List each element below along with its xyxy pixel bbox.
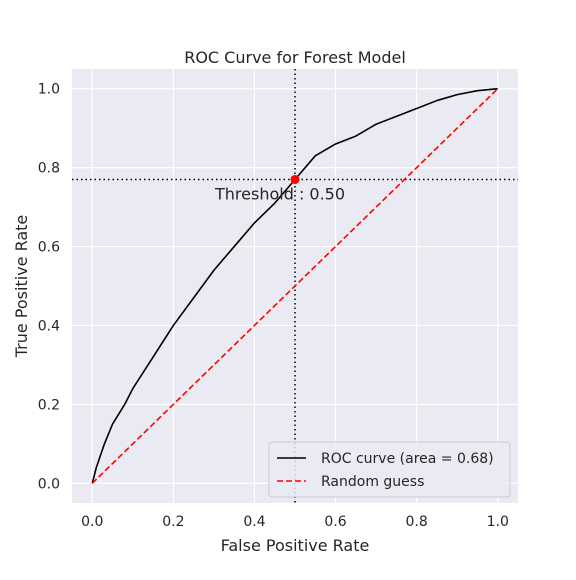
threshold-annotation: Threshold : 0.50 <box>214 184 345 203</box>
x-tick-label: 0.8 <box>406 514 428 530</box>
y-tick-label: 0.2 <box>38 397 60 413</box>
y-tick-label: 0.6 <box>38 240 60 256</box>
y-tick-label: 0.8 <box>38 161 60 177</box>
legend-random-label: Random guess <box>321 474 424 490</box>
y-tick-label: 1.0 <box>38 82 60 98</box>
x-tick-label: 0.2 <box>162 514 184 530</box>
x-tick-label: 0.4 <box>243 514 265 530</box>
legend: ROC curve (area = 0.68) Random guess <box>269 442 510 497</box>
legend-roc-label: ROC curve (area = 0.68) <box>321 451 494 467</box>
x-axis-title: False Positive Rate <box>221 536 370 555</box>
marker-layer <box>291 175 300 184</box>
y-tick-label: 0.0 <box>38 476 60 492</box>
chart-title: ROC Curve for Forest Model <box>184 48 406 67</box>
x-tick-label: 0.6 <box>324 514 346 530</box>
x-tick-label: 0.0 <box>81 514 103 530</box>
x-tick-label: 1.0 <box>487 514 509 530</box>
threshold-marker <box>291 175 300 184</box>
y-axis-title: True Positive Rate <box>12 215 31 359</box>
y-tick-label: 0.4 <box>38 318 60 334</box>
